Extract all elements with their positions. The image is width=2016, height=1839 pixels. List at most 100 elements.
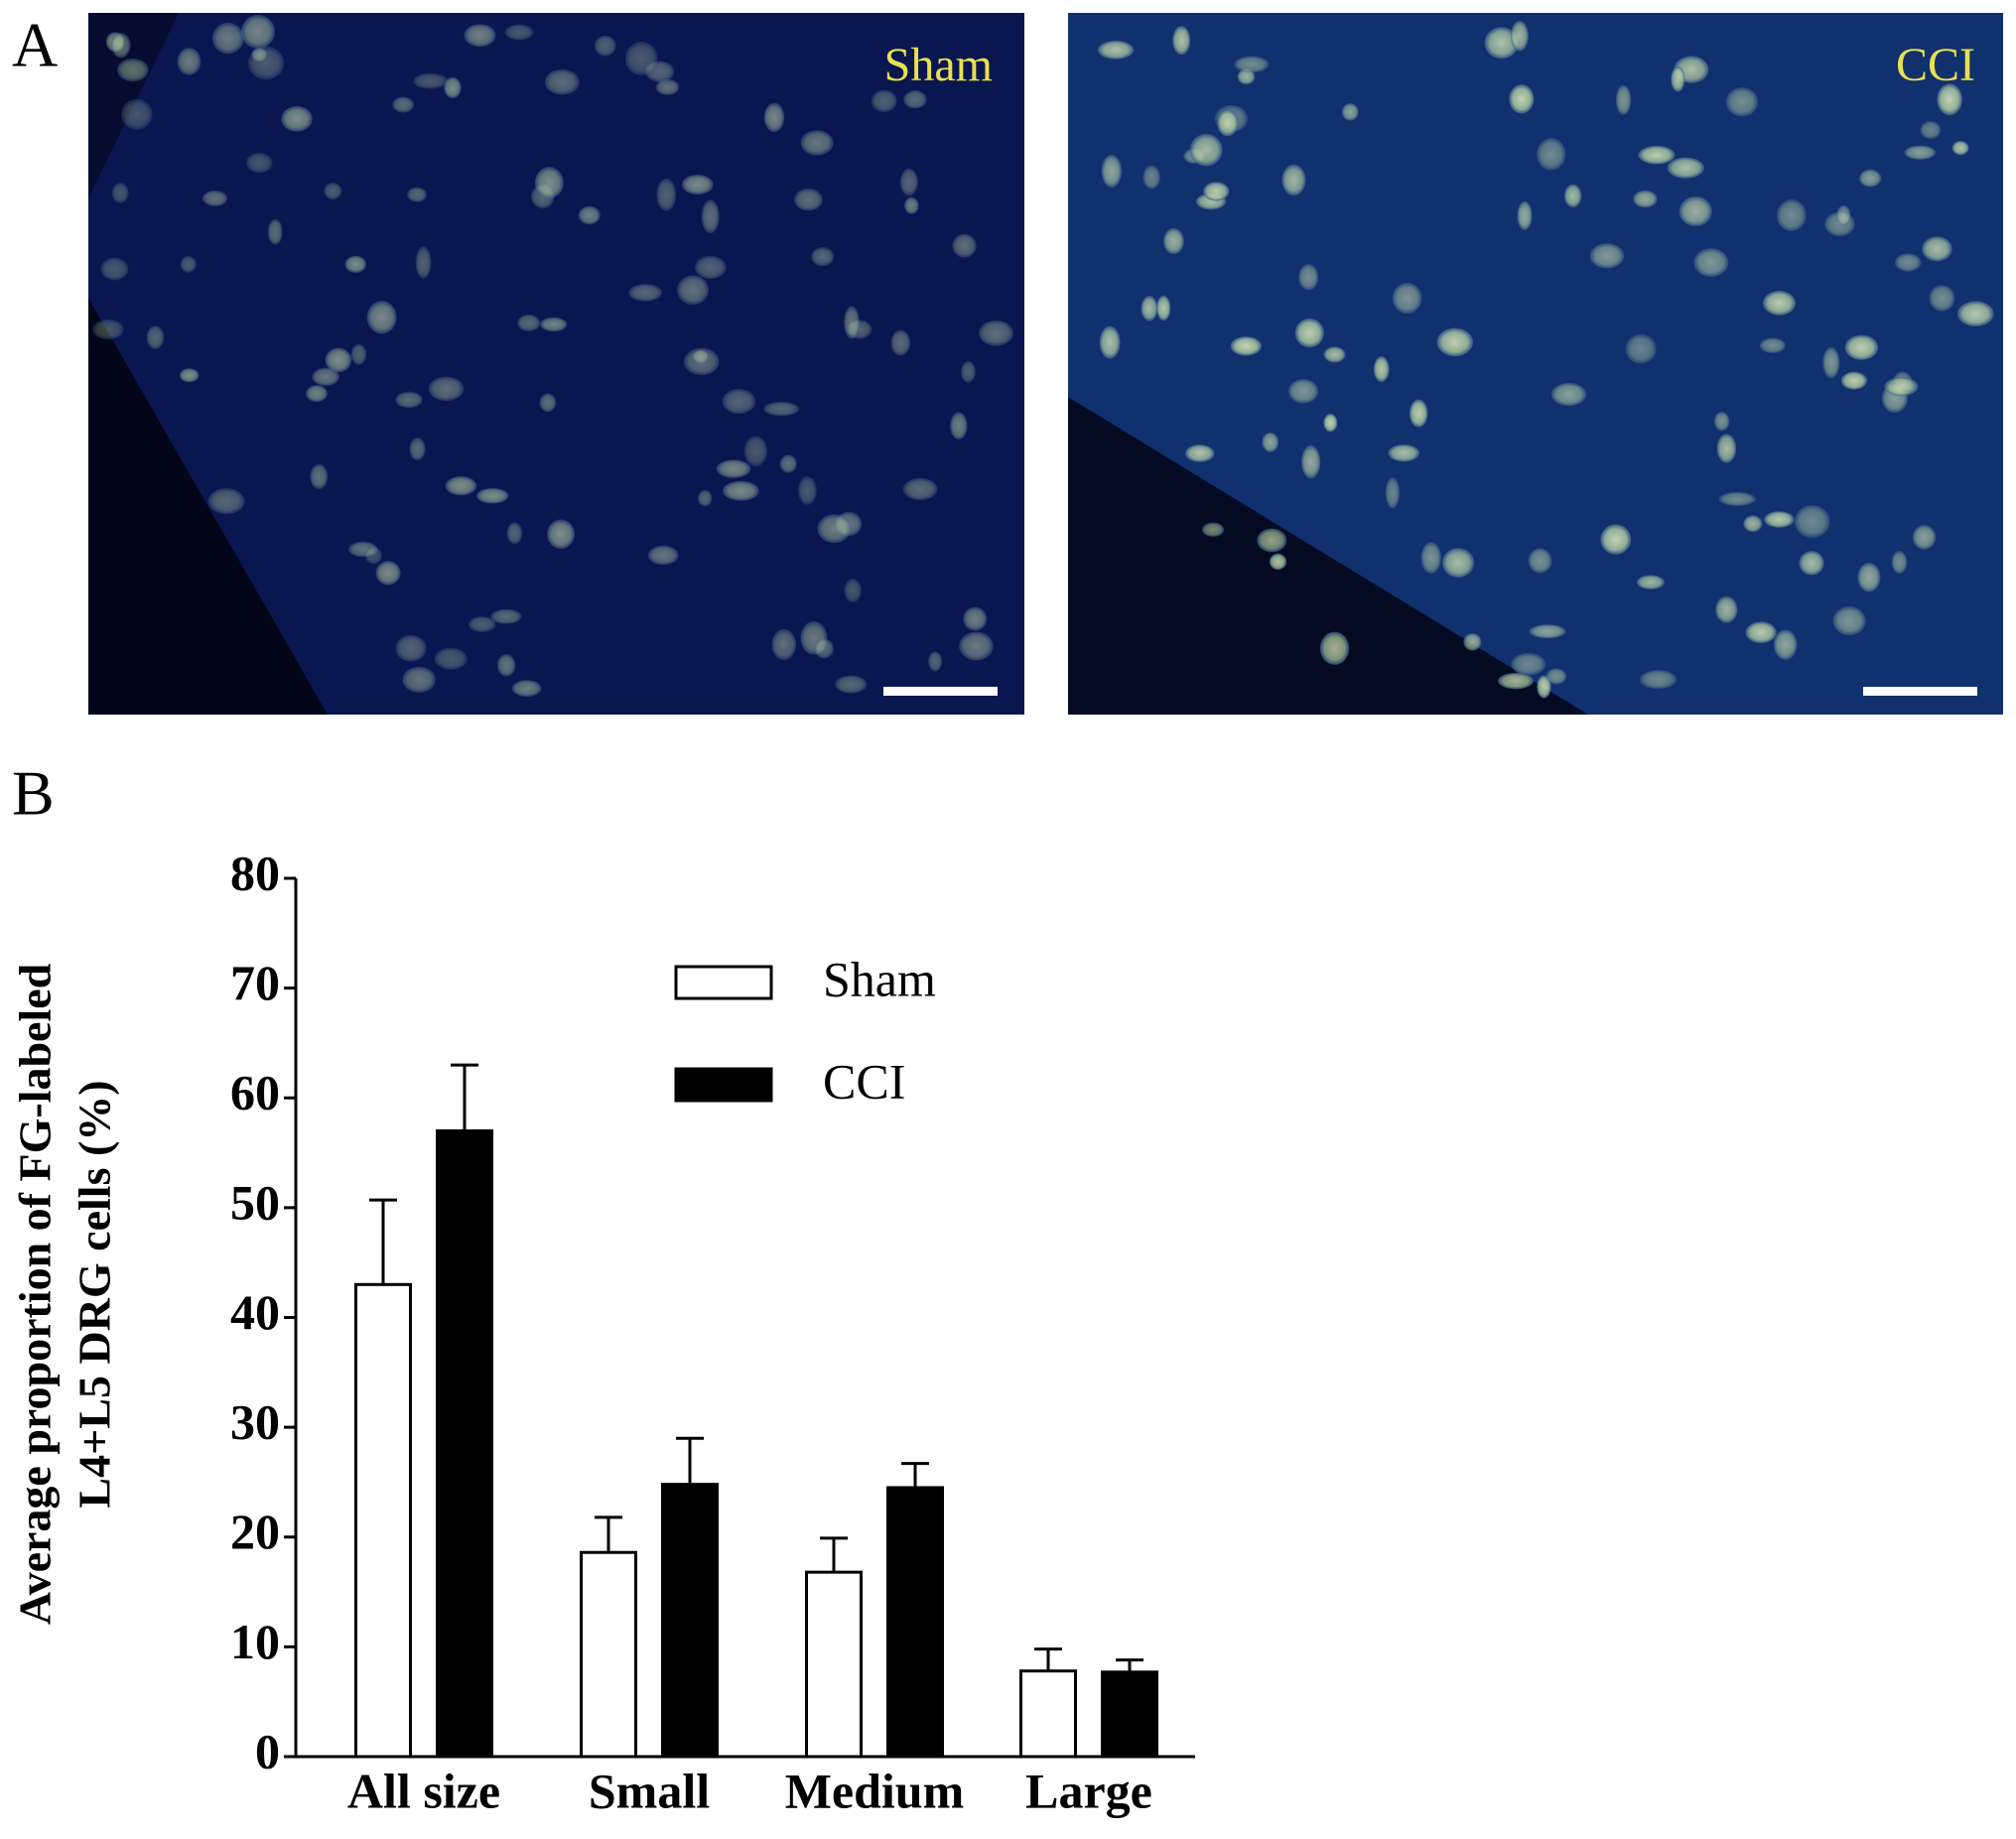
cell: [655, 78, 680, 95]
bar: [580, 1550, 637, 1759]
cell: [1713, 411, 1730, 432]
cell: [534, 167, 564, 198]
x-tick-label: Medium: [785, 1763, 965, 1818]
cell: [402, 666, 436, 693]
cell: [701, 199, 720, 234]
cell: [202, 190, 228, 206]
bar: [886, 1486, 944, 1759]
cell: [177, 48, 202, 75]
cell: [722, 388, 756, 415]
cell: [928, 651, 943, 672]
cell: [1484, 27, 1519, 60]
cell: [961, 360, 976, 383]
cell: [540, 317, 568, 332]
cell: [959, 631, 994, 661]
cell: [771, 628, 797, 661]
cell: [794, 188, 823, 211]
cell: [1563, 184, 1582, 208]
cell: [539, 393, 557, 413]
cell: [395, 391, 423, 409]
cell: [817, 514, 852, 544]
cell: [902, 477, 938, 501]
y-tick-label: 60: [230, 1065, 280, 1120]
micrograph-dark: [1068, 397, 1588, 715]
cell: [677, 275, 710, 306]
cell: [1388, 444, 1420, 462]
cell: [1162, 227, 1184, 255]
bar: [661, 1483, 719, 1759]
cell: [1536, 137, 1566, 171]
cell: [1436, 328, 1474, 357]
cell: [743, 436, 768, 466]
x-tick-label: All size: [347, 1763, 500, 1818]
cell: [763, 401, 800, 417]
cell: [1409, 399, 1428, 428]
cell: [1715, 595, 1738, 623]
cell: [1920, 121, 1942, 140]
cell: [1509, 83, 1535, 114]
cell: [903, 90, 927, 109]
cell: [692, 349, 709, 364]
cell: [1385, 476, 1401, 509]
cell: [1420, 541, 1442, 575]
cell: [415, 246, 432, 279]
cell: [904, 197, 919, 214]
cell: [1773, 629, 1798, 660]
cell: [811, 247, 835, 267]
cell: [121, 98, 153, 130]
cell: [490, 608, 522, 624]
cell: [1633, 190, 1658, 208]
cell: [952, 233, 977, 258]
cell: [1237, 68, 1256, 85]
cell: [899, 168, 918, 197]
cell: [1141, 295, 1158, 322]
bar: [1101, 1670, 1158, 1759]
legend-label: Sham: [823, 951, 936, 1006]
cell: [281, 105, 313, 132]
cell: [1203, 182, 1230, 201]
cell: [245, 152, 273, 174]
cell: [1794, 504, 1830, 539]
cell: [1510, 20, 1529, 52]
cell: [464, 24, 496, 48]
cell: [950, 412, 968, 440]
cell: [835, 675, 868, 694]
legend-swatch: [674, 1067, 773, 1103]
cell: [375, 561, 401, 586]
cell: [1929, 285, 1955, 312]
cell: [312, 367, 339, 386]
cell: [207, 487, 245, 515]
cell: [1615, 84, 1632, 115]
cell: [1529, 624, 1566, 639]
cell: [1319, 631, 1350, 665]
cell: [1764, 511, 1795, 528]
cell: [797, 476, 817, 505]
cell: [1671, 66, 1685, 92]
cell: [1323, 413, 1338, 433]
bar: [354, 1282, 412, 1759]
cell: [511, 680, 542, 698]
cell: [1799, 550, 1824, 576]
cell: [1638, 145, 1676, 165]
cell: [1217, 109, 1239, 137]
y-tick-label: 70: [230, 955, 280, 1010]
cell: [409, 437, 426, 460]
cell: [92, 319, 124, 340]
cell: [179, 368, 200, 383]
y-tick-label: 10: [230, 1614, 280, 1669]
cell: [211, 22, 244, 55]
y-tick-label: 30: [230, 1394, 280, 1450]
cell: [800, 130, 834, 156]
bar: [805, 1570, 863, 1759]
cell: [476, 487, 509, 504]
cell: [1636, 575, 1666, 590]
panel-label: B: [12, 758, 55, 829]
cell: [325, 347, 352, 373]
micrograph: [1068, 13, 2003, 715]
cell: [1956, 301, 1994, 327]
cell: [763, 102, 785, 132]
cell: [1667, 157, 1704, 179]
cell: [1904, 145, 1937, 160]
cell: [1716, 434, 1737, 463]
cell: [1373, 355, 1390, 382]
